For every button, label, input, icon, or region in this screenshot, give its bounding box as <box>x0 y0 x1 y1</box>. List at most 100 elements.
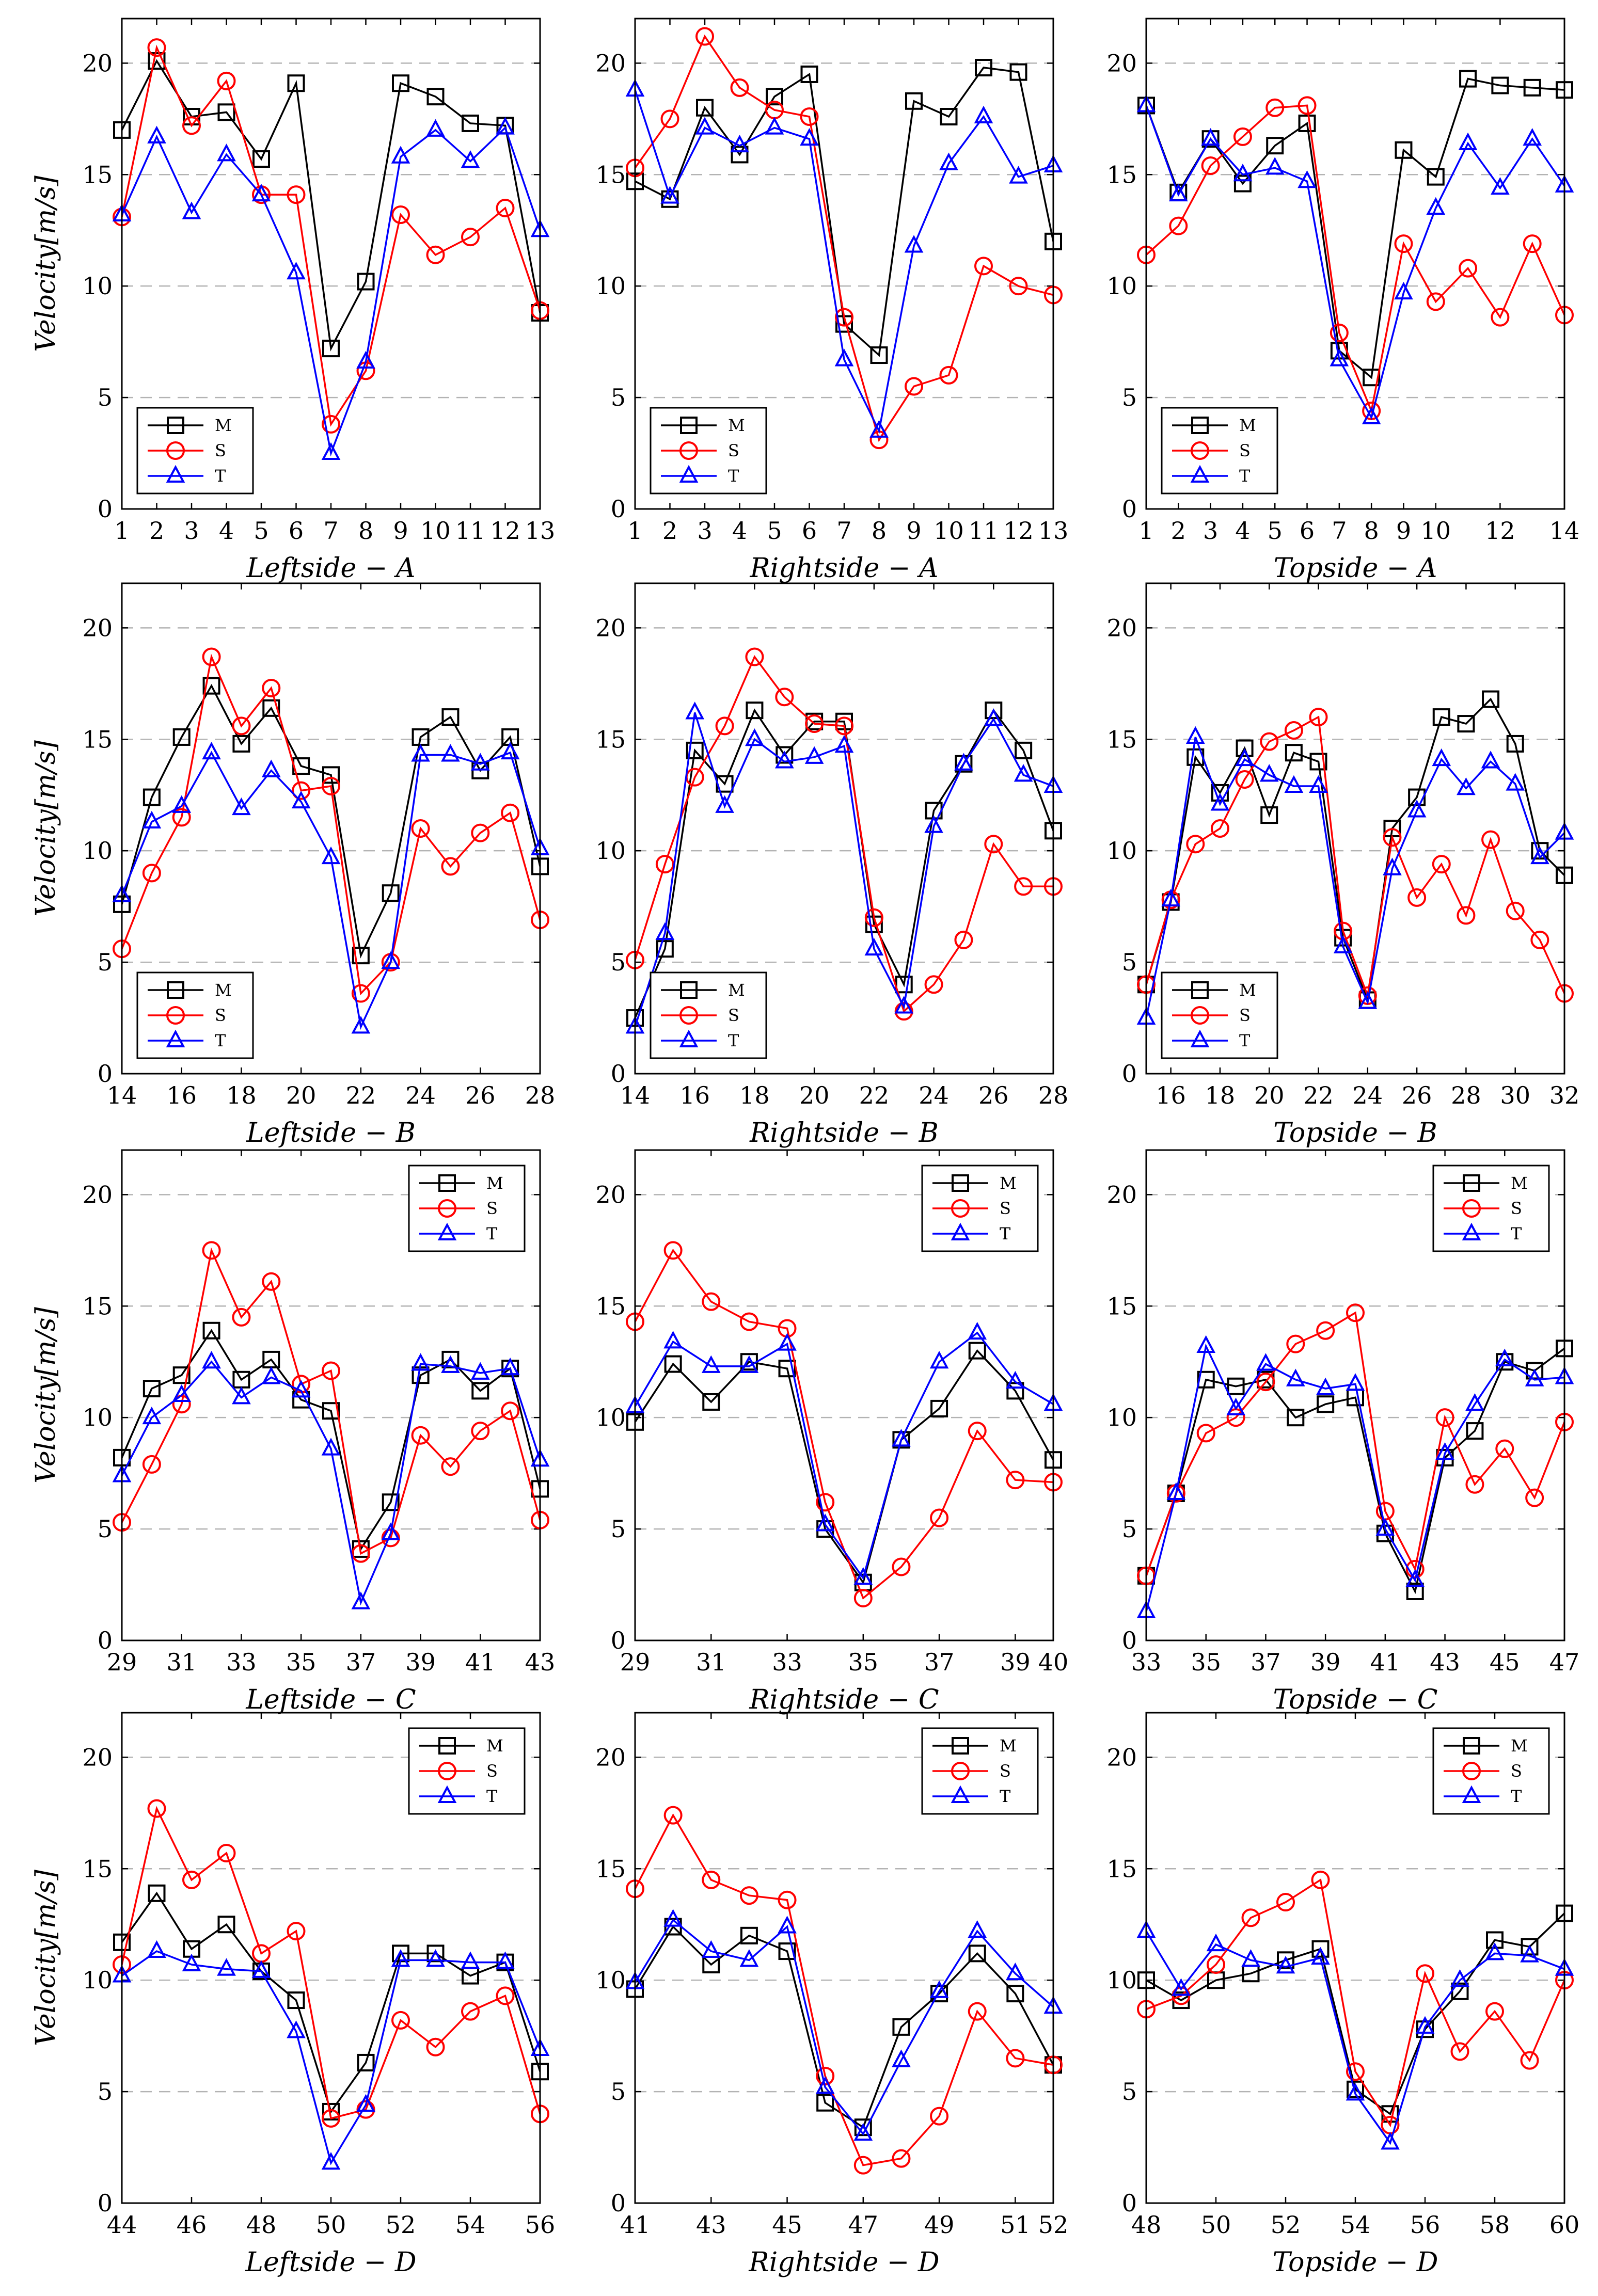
data-point-T <box>1530 846 1549 865</box>
data-point-S <box>496 1986 515 2005</box>
legend-label-M: M <box>486 1736 503 1756</box>
data-point-M <box>968 1342 986 1360</box>
data-point-T <box>864 937 884 956</box>
legend-marker-M <box>1191 981 1209 999</box>
series-line-M <box>634 1925 1054 2129</box>
x-axis-label: Topside − B <box>1273 1118 1437 1149</box>
data-point-S <box>1457 906 1476 925</box>
data-point-T <box>1381 2132 1400 2150</box>
x-tick-label: 18 <box>226 1081 257 1109</box>
x-tick-label: 47 <box>1549 1648 1580 1676</box>
data-point-S <box>1346 1303 1365 1322</box>
data-point-M <box>1459 70 1477 88</box>
data-point-M <box>1406 1583 1424 1600</box>
data-point-S <box>1523 234 1542 253</box>
legend-marker-S <box>1462 1199 1481 1218</box>
x-axis-label: Topside − A <box>1274 553 1437 584</box>
x-axis-label: Topside − D <box>1273 2247 1438 2278</box>
data-point-S <box>905 377 923 396</box>
data-point-T <box>1241 1949 1260 1967</box>
data-point-T <box>500 741 520 760</box>
data-point-M <box>1408 788 1426 806</box>
x-tick-label: 33 <box>1131 1648 1162 1676</box>
data-point-M <box>1482 690 1500 708</box>
data-point-T <box>1426 197 1446 215</box>
y-tick-label: 0 <box>611 495 626 523</box>
data-point-M <box>1266 137 1284 155</box>
y-tick-label: 15 <box>595 161 626 188</box>
legend: MST <box>921 1727 1039 1815</box>
data-point-S <box>202 1241 221 1260</box>
x-axis-label: Leftside − C <box>245 1684 416 1715</box>
data-point-S <box>426 2037 445 2056</box>
data-point-S <box>702 1870 721 1889</box>
data-point-T <box>1405 1569 1425 1587</box>
data-point-M <box>1457 715 1475 733</box>
x-tick-label: 5 <box>1268 517 1283 545</box>
data-point-S <box>147 38 166 57</box>
data-point-S <box>853 2156 873 2175</box>
x-tick-label: 56 <box>525 2211 556 2239</box>
data-point-T <box>1284 775 1304 793</box>
legend-marker-T <box>166 465 185 483</box>
y-tick-label: 10 <box>595 1966 626 1994</box>
data-point-M <box>1009 63 1027 81</box>
data-point-T <box>251 183 271 202</box>
data-point-T <box>1196 1335 1216 1353</box>
data-point-T <box>291 1380 311 1398</box>
y-tick-label: 5 <box>611 948 626 976</box>
legend-marker-T <box>951 1222 970 1240</box>
x-tick-label: 20 <box>286 1081 317 1109</box>
legend-label-S: S <box>1511 1761 1522 1781</box>
x-tick-label: 12 <box>1485 517 1515 545</box>
x-axis-label: Leftside − D <box>245 2247 416 2278</box>
legend-marker-M <box>438 1737 456 1755</box>
data-point-T <box>1330 348 1349 366</box>
data-point-T <box>1161 888 1180 907</box>
data-point-T <box>800 127 819 146</box>
series-line-M <box>121 683 541 959</box>
data-point-T <box>745 728 764 746</box>
data-point-M <box>968 1944 986 1963</box>
data-point-M <box>322 1402 340 1420</box>
data-point-M <box>1506 735 1524 753</box>
plot-frame <box>1145 582 1565 1075</box>
x-tick-label: 56 <box>1410 2211 1441 2239</box>
data-point-S <box>1525 1488 1544 1507</box>
data-point-S <box>1014 877 1033 896</box>
data-point-T <box>142 1406 162 1425</box>
legend-marker-S <box>166 441 185 460</box>
x-tick-label: 2 <box>149 517 164 545</box>
data-point-T <box>202 741 221 760</box>
data-point-M <box>816 2094 834 2112</box>
data-point-T <box>1166 1482 1186 1500</box>
data-point-S <box>1298 96 1317 115</box>
data-point-T <box>968 1321 987 1340</box>
x-tick-label: 32 <box>1549 1081 1580 1109</box>
legend-marker-S <box>951 1762 970 1780</box>
series-line-M <box>1145 697 1565 1004</box>
data-point-T <box>291 790 311 809</box>
data-point-T <box>894 996 914 1014</box>
data-point-T <box>778 1916 797 1934</box>
x-tick-label: 31 <box>696 1648 726 1676</box>
x-tick-label: 37 <box>924 1648 955 1676</box>
x-tick-label: 39 <box>405 1648 436 1676</box>
data-point-S <box>391 205 410 224</box>
data-point-S <box>441 1457 460 1476</box>
data-point-M <box>232 735 250 753</box>
data-point-T <box>1432 748 1451 767</box>
data-point-T <box>804 746 824 764</box>
y-tick-label: 10 <box>1106 272 1137 300</box>
data-point-S <box>939 365 958 385</box>
data-point-T <box>321 1438 341 1456</box>
data-point-T <box>778 1333 797 1351</box>
series-line-S <box>1145 715 1565 999</box>
data-point-T <box>381 951 401 969</box>
x-tick-label: 7 <box>836 517 851 545</box>
x-tick-label: 26 <box>465 1081 496 1109</box>
data-point-T <box>321 442 341 460</box>
x-tick-label: 47 <box>848 2211 879 2239</box>
data-point-M <box>1311 1940 1330 1958</box>
data-point-S <box>930 2107 949 2126</box>
